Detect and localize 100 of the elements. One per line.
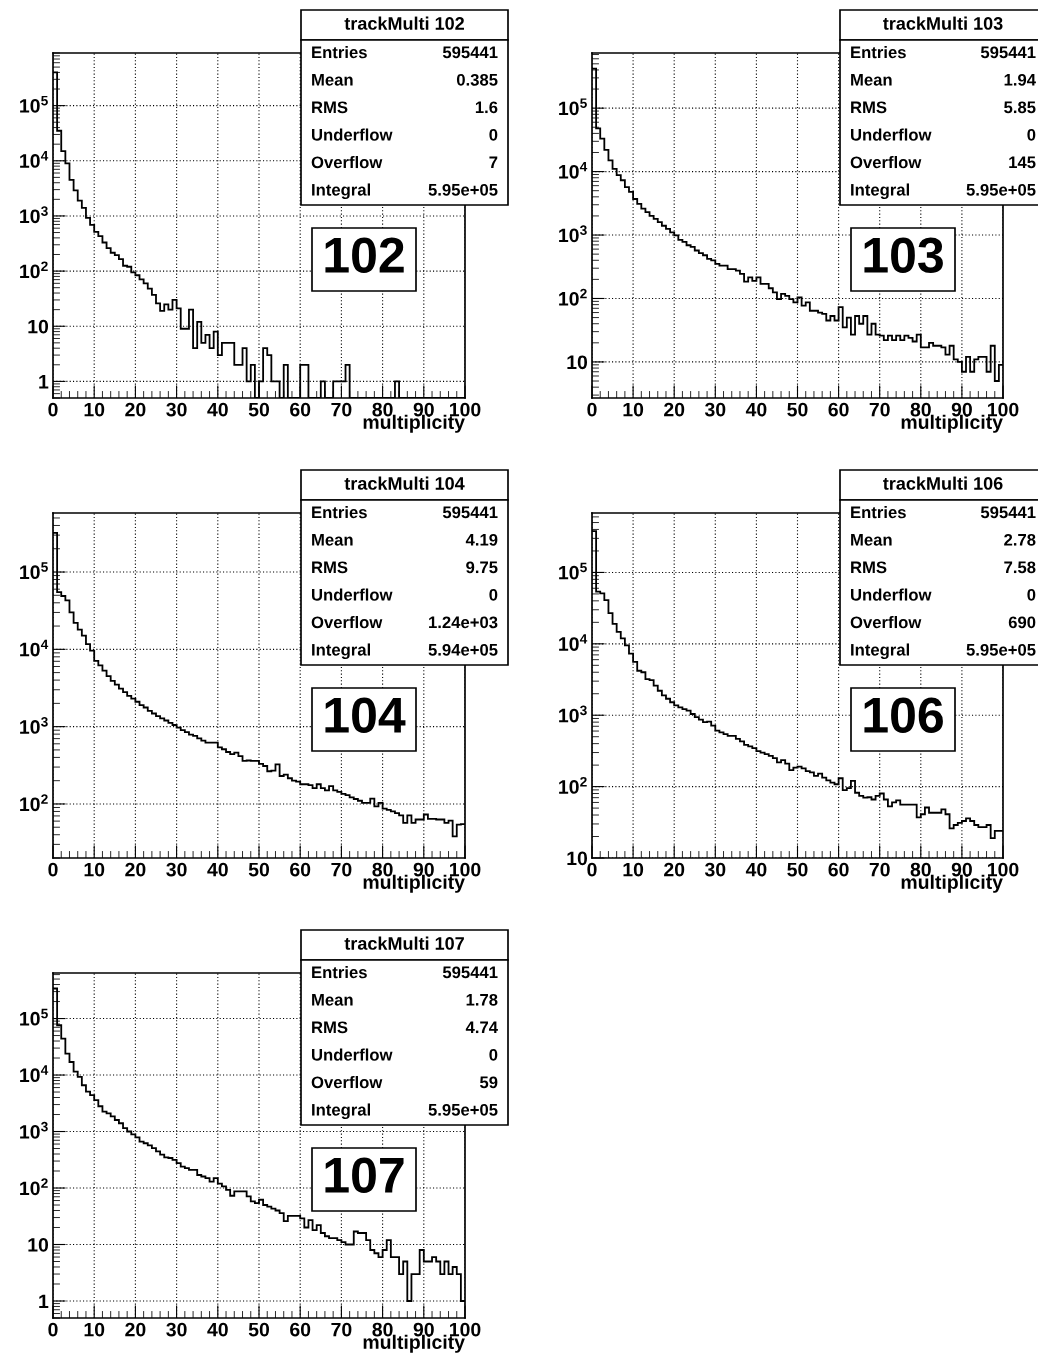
text: 7.58 [1004, 561, 1036, 574]
x-tick-label: 10 [623, 402, 644, 417]
x-tick-label: 40 [745, 402, 767, 417]
x-tick-label: 40 [207, 862, 228, 877]
y-tick-label: 10$^{2}$ [559, 288, 587, 306]
annotation: Overflow [311, 615, 383, 629]
x-tick-label: 20 [125, 1322, 146, 1337]
y-tick-label: 10$^{5}$ [20, 562, 48, 580]
x-tick-label: 20 [664, 862, 685, 877]
annotation: 595441 [442, 506, 498, 519]
y-tick-label: 10$^{5}$ [20, 95, 48, 113]
annotation: 104 [325, 697, 406, 733]
y-tick-label: 1 [39, 375, 49, 389]
annotation: Entries [312, 965, 367, 979]
y-tick-label: 10$^{3}$ [20, 1121, 48, 1139]
annotation: Integral [312, 1103, 371, 1120]
x-tick-label: 50 [787, 862, 808, 877]
chart-title: trackMulti 103 [883, 16, 1003, 30]
x-tick-label: 30 [704, 862, 726, 877]
y-tick-label: 1 [39, 1294, 49, 1309]
x-tick-label: 10 [84, 1322, 105, 1337]
annotation: 0.385 [456, 73, 498, 86]
x-tick-label: 20 [125, 862, 146, 877]
y-tick-label: 10$^{4}$ [559, 634, 588, 651]
annotation: Underflow [312, 128, 393, 141]
annotation: 5.95e+05 [428, 183, 498, 196]
annotation: Integral [851, 183, 910, 200]
annotation: 106 [864, 697, 943, 733]
y-tick-label: 10 [28, 1237, 49, 1252]
x-tick-label: 10 [84, 862, 105, 877]
annotation: Mean [312, 994, 353, 1006]
y-tick-label: 10$^{5}$ [559, 562, 587, 580]
annotation: 107 [325, 1157, 404, 1193]
text: 9.75 [466, 561, 498, 574]
annotation: 595441 [442, 966, 498, 979]
annotation: 5.95e+05 [428, 1103, 498, 1116]
x-tick-label: 70 [331, 862, 352, 877]
x-tick-label: 10 [84, 402, 105, 417]
text: 145 [1009, 156, 1036, 169]
x-tick-label: 60 [290, 862, 311, 877]
x-tick-label: 0 [48, 862, 58, 877]
y-tick-label: 10$^{3}$ [559, 225, 587, 243]
text: 0 [489, 128, 498, 141]
text: 7 [489, 156, 498, 169]
y-tick-label: 10 [567, 355, 588, 370]
text: 4.19 [465, 533, 498, 546]
x-tick-label: 50 [248, 862, 270, 877]
x-tick-label: 70 [869, 862, 890, 877]
y-tick-label: 10$^{3}$ [20, 206, 48, 224]
annotation: Mean [312, 534, 353, 546]
x-tick-label: 0 [48, 402, 58, 417]
chart-title: trackMulti 106 [883, 476, 1003, 490]
annotation: Underflow [312, 1048, 393, 1061]
annotation: RMS [312, 1021, 348, 1034]
x-tick-label: 70 [869, 402, 890, 417]
x-tick-label: 60 [290, 1322, 311, 1337]
chart-title: trackMulti 104 [344, 476, 465, 490]
x-tick-label: 40 [745, 862, 767, 877]
annotation: Overflow [311, 155, 383, 169]
x-tick-label: 30 [166, 402, 187, 417]
y-tick-label: 10$^{5}$ [559, 98, 587, 116]
annotation: Integral [312, 643, 371, 660]
annotation: 595441 [980, 506, 1036, 519]
y-tick-label: 10 [28, 319, 49, 334]
annotation: Overflow [311, 1075, 383, 1089]
y-tick-label: 10 [567, 851, 588, 866]
chart-title: trackMulti 102 [344, 16, 464, 30]
annotation: Underflow [312, 588, 393, 601]
annotation: Underflow [851, 588, 932, 601]
x-tick-label: 0 [587, 862, 597, 877]
x-tick-label: 30 [704, 402, 726, 417]
annotation: Mean [851, 74, 892, 86]
x-tick-label: 40 [207, 402, 228, 417]
x-tick-label: 50 [787, 402, 808, 417]
annotation: 5.95e+05 [966, 643, 1036, 656]
x-tick-label: 10 [623, 862, 644, 877]
annotation: 5.95e+05 [966, 183, 1036, 196]
chart-title: trackMulti 107 [344, 936, 464, 950]
text: 2.78 [1004, 533, 1036, 546]
annotation: Integral [312, 183, 371, 200]
annotation: Entries [851, 505, 906, 519]
y-tick-label: 10$^{2}$ [559, 776, 587, 794]
y-tick-label: 10$^{4}$ [559, 161, 588, 179]
x-tick-label: 70 [331, 402, 352, 417]
x-tick-label: 60 [290, 402, 311, 417]
annotation: 595441 [442, 46, 498, 59]
text: 59 [479, 1076, 498, 1089]
y-tick-label: 10$^{3}$ [20, 716, 48, 734]
annotation: Entries [851, 45, 906, 59]
annotation: Entries [312, 45, 367, 59]
x-tick-label: 0 [587, 402, 597, 417]
annotation: Underflow [851, 128, 932, 141]
annotation: 595441 [980, 46, 1036, 59]
y-tick-label: 10$^{4}$ [20, 639, 49, 657]
text: 1.78 [466, 993, 498, 1006]
text: 0 [489, 588, 498, 601]
y-tick-label: 10$^{5}$ [20, 1008, 48, 1026]
annotation: RMS [851, 561, 887, 574]
x-tick-label: 20 [664, 402, 685, 417]
x-tick-label: 30 [166, 862, 187, 877]
